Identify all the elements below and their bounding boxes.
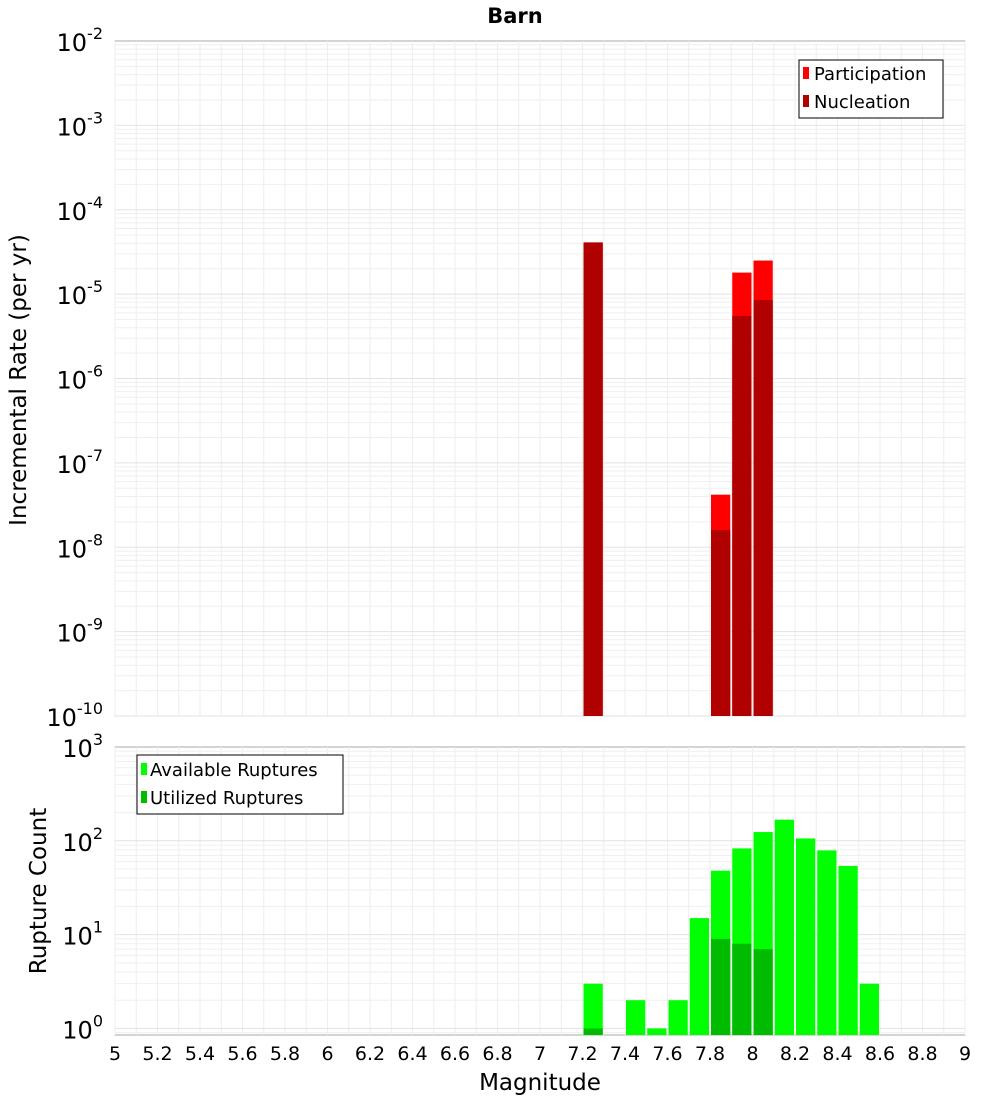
participation-legend-swatch [803,67,809,79]
count-bar-utilized-ruptures [732,943,752,1035]
x-tick-label: 7 [534,1043,546,1065]
rate-y-tick-label: 10-10 [46,699,103,732]
count-bar-available-ruptures [626,1000,646,1035]
utilized-legend-label: Utilized Ruptures [150,788,303,809]
x-tick-label: 8.8 [907,1043,937,1065]
count-bar-available-ruptures [796,838,816,1035]
count-bar-utilized-ruptures [753,949,773,1035]
count-legend: Available Ruptures Utilized Ruptures [136,754,344,815]
count-y-tick-label: 102 [62,824,103,857]
count-panel: 103 102 101 100 Rupture Count Available Rup… [26,730,971,1096]
x-tick-label: 5.2 [142,1043,172,1065]
count-bar-available-ruptures [859,983,879,1035]
x-tick-label: 5.8 [270,1043,300,1065]
x-tick-label: 6.4 [397,1043,427,1065]
rate-y-tick-label: 10-7 [57,446,104,479]
rate-y-tick-label: 10-3 [57,108,104,141]
x-axis-title: Magnitude [479,1070,601,1096]
x-tick-label: 6.6 [440,1043,470,1065]
count-bars [583,819,879,1035]
count-legend-box [136,754,344,815]
count-y-tick-labels: 103 102 101 100 [62,730,103,1044]
count-bar-available-ruptures [774,819,794,1035]
x-tick-label: 8.6 [865,1043,895,1065]
x-tick-labels: 5 5.2 5.4 5.6 5.8 6 6.2 6.4 6.6 6.8 7 7.2 7.4 7.6 7.8 8… [109,1043,971,1065]
x-tick-label: 6.2 [355,1043,385,1065]
count-bar-utilized-ruptures [711,938,731,1035]
rate-bars [583,242,773,716]
x-tick-label: 6 [321,1043,333,1065]
rate-y-tick-label: 10-4 [57,193,104,226]
rate-y-tick-label: 10-6 [57,362,104,395]
chart-title: Barn [487,4,542,28]
x-tick-label: 8.4 [822,1043,852,1065]
rate-y-tick-label: 10-9 [57,615,104,648]
rate-bar-nucleation [753,300,773,716]
nucleation-legend-swatch [803,95,809,107]
participation-legend-label: Participation [814,64,926,85]
x-tick-label: 7.6 [652,1043,682,1065]
rate-legend: Participation Nucleation [798,59,944,119]
x-tick-label: 7.4 [610,1043,640,1065]
nucleation-legend-label: Nucleation [814,92,910,113]
rate-bar-nucleation [583,242,603,716]
count-y-tick-label: 101 [62,918,103,951]
x-tick-label: 7.2 [567,1043,597,1065]
rate-y-tick-label: 10-5 [57,277,104,310]
count-bar-utilized-ruptures [583,1028,603,1035]
count-bar-available-ruptures [817,850,837,1035]
rate-y-axis-title: Incremental Rate (per yr) [6,234,32,526]
x-tick-label: 5 [109,1043,121,1065]
rate-bar-nucleation [711,530,731,716]
available-legend-swatch [141,763,147,775]
count-bar-available-ruptures [689,918,709,1035]
x-tick-label: 9 [959,1043,971,1065]
x-tick-label: 5.6 [227,1043,257,1065]
x-tick-label: 7.8 [695,1043,725,1065]
utilized-legend-swatch [141,791,147,803]
rate-gridlines [114,41,966,717]
rate-y-tick-label: 10-8 [57,530,104,563]
x-tick-label: 6.8 [482,1043,512,1065]
available-legend-label: Available Ruptures [150,760,318,781]
count-bar-available-ruptures [668,1000,688,1035]
count-y-tick-label: 100 [62,1011,103,1044]
rate-panel: 10-2 10-3 10-4 10-5 10-6 10-7 10-8 10-9 10-10 In… [6,24,966,732]
x-tick-label: 8.2 [780,1043,810,1065]
rate-y-tick-labels: 10-2 10-3 10-4 10-5 10-6 10-7 10-8 10-9 10-10 [46,24,103,732]
x-tick-label: 8 [746,1043,758,1065]
count-bar-available-ruptures [647,1028,667,1035]
x-tick-label: 5.4 [185,1043,215,1065]
rate-legend-box [798,59,944,119]
count-y-tick-label: 103 [62,730,103,763]
count-bar-available-ruptures [838,865,858,1035]
count-y-axis-title: Rupture Count [26,808,52,974]
count-bar-available-ruptures [583,983,603,1035]
rate-bar-nucleation [732,316,752,716]
rate-y-tick-label: 10-2 [57,24,104,57]
